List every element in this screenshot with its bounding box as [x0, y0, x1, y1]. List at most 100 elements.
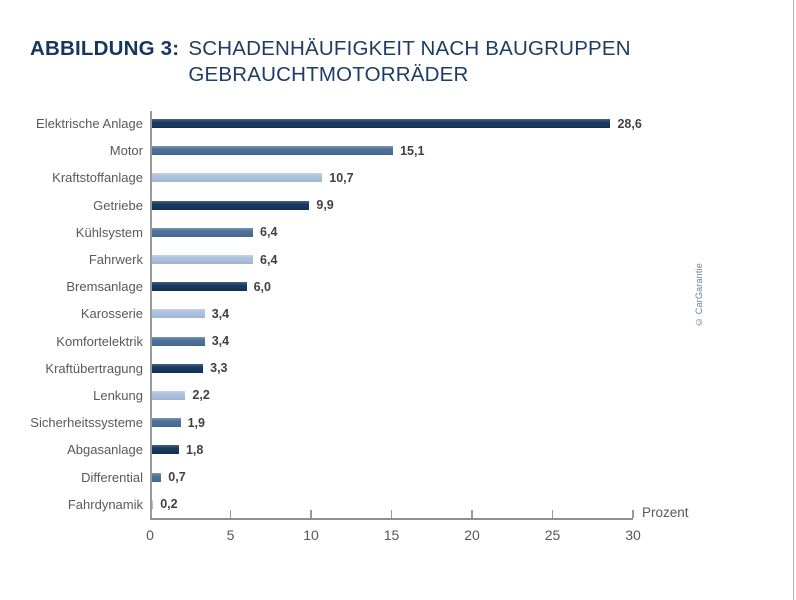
value-label: 10,7 — [329, 170, 354, 185]
category-label: Bremsanlage — [66, 279, 143, 295]
category-label: Elektrische Anlage — [36, 116, 143, 132]
bar-area: 10,7 — [150, 164, 354, 191]
bar — [150, 309, 205, 319]
value-axis-line: Prozent 0 5 10 15 20 25 30 — [146, 505, 688, 543]
category-axis-line — [150, 111, 152, 518]
value-label: 6,4 — [260, 252, 278, 267]
chart-row: Abgasanlage 1,8 — [30, 436, 750, 463]
category-label: Motor — [109, 143, 143, 159]
category-label: Getriebe — [93, 197, 143, 213]
x-axis-tick-mark — [229, 510, 231, 518]
bar-area: 6,4 — [150, 219, 277, 246]
x-axis-tick-label: 0 — [146, 527, 154, 543]
chart-row: Komfortelektrik 3,4 — [30, 328, 750, 355]
bar-area: 2,2 — [150, 382, 210, 409]
bar — [150, 146, 394, 156]
bar — [150, 119, 611, 129]
bar-area: 1,9 — [150, 409, 205, 436]
copyright-credit: © CarGarantie — [694, 263, 704, 328]
bar — [150, 472, 162, 482]
x-axis-tick-mark — [551, 510, 553, 518]
value-label: 6,0 — [253, 279, 271, 294]
value-label: 6,4 — [260, 225, 278, 240]
bar-area: 0,7 — [150, 463, 186, 490]
bar — [150, 200, 310, 210]
category-label: Lenkung — [93, 387, 143, 403]
bar-area: 1,8 — [150, 436, 203, 463]
value-label: 3,4 — [211, 306, 230, 321]
bar — [150, 227, 254, 237]
x-axis-tick-label: 25 — [544, 527, 561, 543]
bar — [150, 173, 323, 183]
bar-chart: Elektrische Anlage 28,6 Motor 15,1 Kraftstof… — [30, 110, 750, 543]
figure-number-label: ABBILDUNG 3: — [30, 37, 180, 60]
figure-title-line1: SCHADENHÄUFIGKEIT NACH BAUGRUPPEN — [188, 37, 631, 60]
category-label: Kraftübertragung — [45, 360, 143, 376]
category-label: Komfortelektrik — [56, 333, 143, 349]
x-axis-tick-label: 15 — [383, 527, 400, 543]
value-label: 0,2 — [160, 497, 178, 512]
bar-area: 6,4 — [150, 246, 277, 273]
category-label: Fahrdynamik — [67, 496, 143, 512]
bar — [150, 499, 154, 509]
category-label: Sicherheitssysteme — [30, 415, 143, 431]
value-label: 9,9 — [316, 198, 334, 213]
chart-row: Elektrische Anlage 28,6 — [30, 110, 750, 137]
chart-row: Sicherheitssysteme 1,9 — [30, 409, 750, 436]
category-label: Kühlsystem — [75, 224, 143, 240]
category-label: Abgasanlage — [67, 442, 143, 458]
chart-rows: Elektrische Anlage 28,6 Motor 15,1 Kraftstof… — [30, 110, 750, 518]
chart-row: Kraftübertragung 3,3 — [30, 355, 750, 382]
bar — [150, 363, 204, 373]
bar-area: 9,9 — [150, 192, 334, 219]
chart-row: Kühlsystem 6,4 — [30, 219, 750, 246]
x-axis-tick-label: 5 — [226, 527, 235, 543]
chart-row: Kraftstoffanlage 10,7 — [30, 164, 750, 191]
category-label: Karosserie — [80, 306, 143, 322]
bar — [150, 445, 179, 455]
bar — [150, 390, 186, 400]
bar — [150, 336, 205, 346]
chart-row: Lenkung 2,2 — [30, 382, 750, 409]
value-label: 28,6 — [617, 116, 642, 131]
x-axis-unit-label: Prozent — [642, 505, 689, 520]
figure-title: ABBILDUNG 3: SCHADENHÄUFIGKEIT NACH BAUG… — [30, 36, 631, 88]
bar-area: 3,3 — [150, 355, 228, 382]
x-axis-tick-label: 20 — [464, 527, 480, 543]
bar-area: 3,4 — [150, 328, 229, 355]
x-axis-tick-mark — [390, 510, 392, 518]
bar — [150, 418, 181, 428]
page-edge-line — [793, 0, 794, 600]
bar-area: 15,1 — [150, 137, 424, 164]
x-axis-tick-mark — [471, 510, 473, 518]
chart-row: Getriebe 9,9 — [30, 192, 750, 219]
bar — [150, 255, 254, 265]
value-label: 1,8 — [185, 442, 204, 457]
value-label: 3,3 — [210, 361, 228, 376]
value-label: 2,2 — [192, 388, 210, 403]
x-axis-tick-label: 10 — [303, 527, 319, 543]
value-label: 3,4 — [211, 334, 230, 349]
chart-row: Differential 0,7 — [30, 463, 750, 490]
figure-title-line2: GEBRAUCHTMOTORRÄDER — [188, 63, 469, 86]
category-label: Fahrwerk — [88, 252, 143, 268]
bar-area: 6,0 — [150, 273, 271, 300]
chart-row: Motor 15,1 — [30, 137, 750, 164]
chart-row: Karosserie 3,4 — [30, 300, 750, 327]
bar — [150, 282, 247, 292]
x-axis-tick-mark — [310, 510, 312, 518]
figure-title-text: SCHADENHÄUFIGKEIT NACH BAUGRUPPEN GEBRAU… — [188, 36, 631, 88]
value-label: 15,1 — [400, 143, 425, 158]
category-label: Kraftstoffanlage — [52, 170, 143, 186]
value-label: 0,7 — [168, 470, 186, 485]
bar-area: 3,4 — [150, 300, 229, 327]
chart-row: Fahrdynamik 0,2 — [30, 491, 750, 518]
chart-row: Fahrwerk 6,4 — [30, 246, 750, 273]
chart-row: Bremsanlage 6,0 — [30, 273, 750, 300]
bar-area: 0,2 — [150, 491, 178, 518]
x-axis-tick-mark — [632, 510, 634, 518]
x-axis-tick-label: 30 — [625, 527, 641, 543]
value-label: 1,9 — [187, 415, 205, 430]
category-label: Differential — [81, 469, 143, 485]
bar-area: 28,6 — [150, 110, 642, 137]
